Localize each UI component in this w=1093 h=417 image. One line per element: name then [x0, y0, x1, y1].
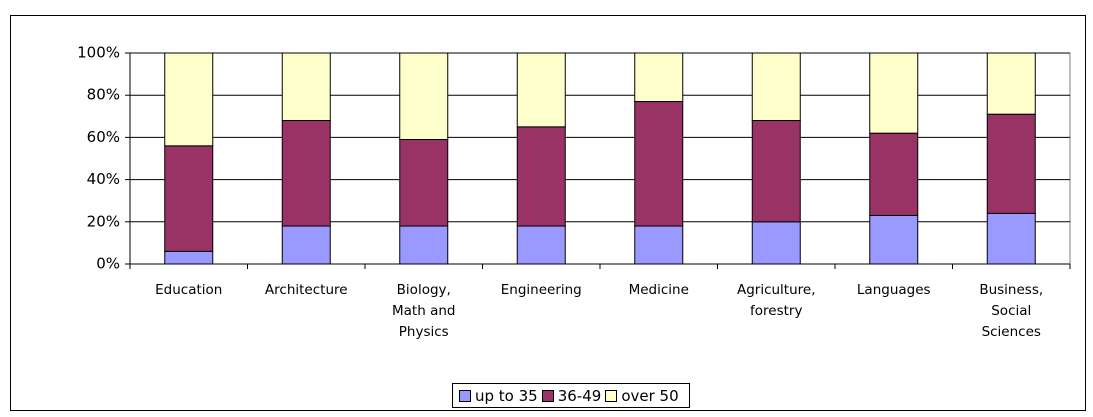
- y-tick-label: 60%: [87, 128, 120, 146]
- bar-segment: [986, 52, 1036, 115]
- bar-segment: [634, 101, 684, 227]
- x-tick-label: Biology, Math and Physics: [392, 282, 456, 340]
- bar-segment: [869, 132, 919, 216]
- bar-segment: [399, 52, 449, 141]
- x-tick-label: Medicine: [628, 282, 689, 298]
- x-tick-label: Education: [155, 282, 223, 298]
- legend-item: 36-49: [541, 386, 602, 405]
- bar-segment: [869, 214, 919, 265]
- chart-border: [10, 15, 1086, 411]
- bar-segment: [281, 225, 331, 265]
- bar-segment: [516, 52, 566, 128]
- bar-segment: [164, 52, 214, 147]
- bar-segment: [164, 250, 214, 265]
- legend-label: up to 35: [475, 386, 538, 405]
- bar-segment: [751, 52, 801, 122]
- bar-segment: [634, 52, 684, 103]
- legend-item: over 50: [605, 386, 679, 405]
- bar-segment: [634, 225, 684, 265]
- bar-segment: [164, 145, 214, 252]
- legend-swatch: [605, 389, 618, 402]
- legend-label: 36-49: [557, 386, 602, 405]
- x-tick-label: Architecture: [264, 282, 348, 298]
- x-tick-label: Languages: [856, 282, 931, 298]
- bar-segment: [516, 225, 566, 265]
- bar-segment: [281, 120, 331, 227]
- bar-segment: [516, 126, 566, 227]
- y-tick-label: 40%: [87, 170, 120, 188]
- bar-segment: [751, 120, 801, 223]
- bar-segment: [986, 113, 1036, 214]
- legend-swatch: [459, 389, 471, 402]
- x-tick-label: Engineering: [500, 282, 582, 298]
- bar-segment: [399, 139, 449, 227]
- y-tick-label: 100%: [77, 44, 120, 62]
- y-tick-label: 20%: [87, 212, 120, 230]
- legend: up to 35 36-49 over 50: [452, 383, 690, 408]
- x-tick-label: Agriculture, forestry: [736, 282, 816, 319]
- bar-segment: [986, 212, 1036, 265]
- y-tick-label: 0%: [96, 255, 120, 273]
- plot-area: [129, 52, 1071, 265]
- legend-label: over 50: [621, 386, 679, 405]
- legend-item: up to 35: [459, 387, 538, 405]
- bar-segment: [281, 52, 331, 122]
- bar-segment: [869, 52, 919, 134]
- y-tick-label: 80%: [87, 86, 120, 104]
- bar-segment: [751, 221, 801, 265]
- x-tick-label: Business, Social Sciences: [979, 282, 1044, 340]
- legend-swatch: [541, 389, 554, 402]
- bar-segment: [399, 225, 449, 265]
